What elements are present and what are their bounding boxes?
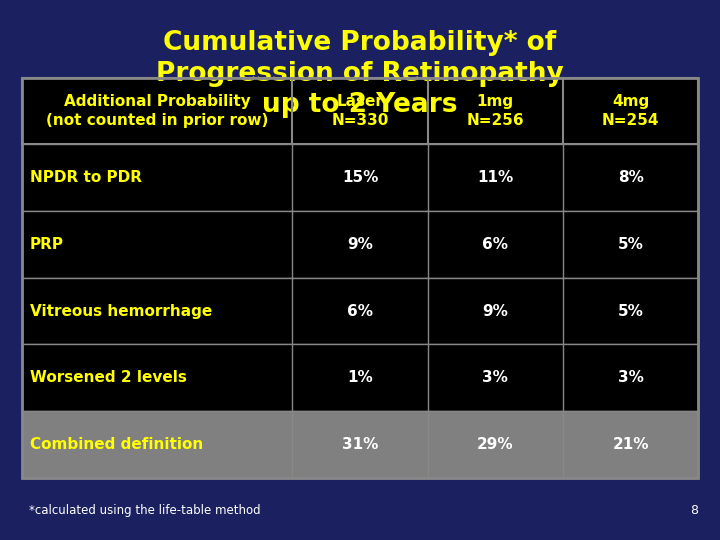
Text: Additional Probability
(not counted in prior row): Additional Probability (not counted in p… — [46, 94, 268, 128]
Text: Combined definition: Combined definition — [30, 437, 203, 452]
Text: 15%: 15% — [342, 170, 378, 185]
Text: 11%: 11% — [477, 170, 513, 185]
Text: NPDR to PDR: NPDR to PDR — [30, 170, 142, 185]
Bar — [22, 345, 698, 411]
Bar — [22, 411, 698, 478]
Text: 3%: 3% — [618, 370, 644, 386]
Text: 5%: 5% — [618, 303, 644, 319]
Text: Cumulative Probability* of
Progression of Retinopathy
up to 2 Years: Cumulative Probability* of Progression o… — [156, 30, 564, 118]
Text: 21%: 21% — [613, 437, 649, 452]
Text: 6%: 6% — [482, 237, 508, 252]
Bar — [22, 144, 698, 211]
Text: 9%: 9% — [347, 237, 373, 252]
Text: Laser
N=330: Laser N=330 — [331, 94, 389, 128]
Text: 1mg
N=256: 1mg N=256 — [467, 94, 524, 128]
Text: *calculated using the life-table method: *calculated using the life-table method — [29, 504, 261, 517]
Bar — [22, 278, 698, 345]
Text: 8: 8 — [690, 504, 698, 517]
Text: 8%: 8% — [618, 170, 644, 185]
Text: Worsened 2 levels: Worsened 2 levels — [30, 370, 186, 386]
Bar — [22, 211, 698, 278]
Text: Vitreous hemorrhage: Vitreous hemorrhage — [30, 303, 212, 319]
Text: 31%: 31% — [342, 437, 378, 452]
Bar — [22, 78, 698, 144]
Text: PRP: PRP — [30, 237, 64, 252]
Bar — [22, 78, 698, 478]
Text: 3%: 3% — [482, 370, 508, 386]
Text: 5%: 5% — [618, 237, 644, 252]
Text: 1%: 1% — [347, 370, 373, 386]
Text: 29%: 29% — [477, 437, 513, 452]
Text: 9%: 9% — [482, 303, 508, 319]
Text: 4mg
N=254: 4mg N=254 — [602, 94, 660, 128]
Text: 6%: 6% — [347, 303, 373, 319]
